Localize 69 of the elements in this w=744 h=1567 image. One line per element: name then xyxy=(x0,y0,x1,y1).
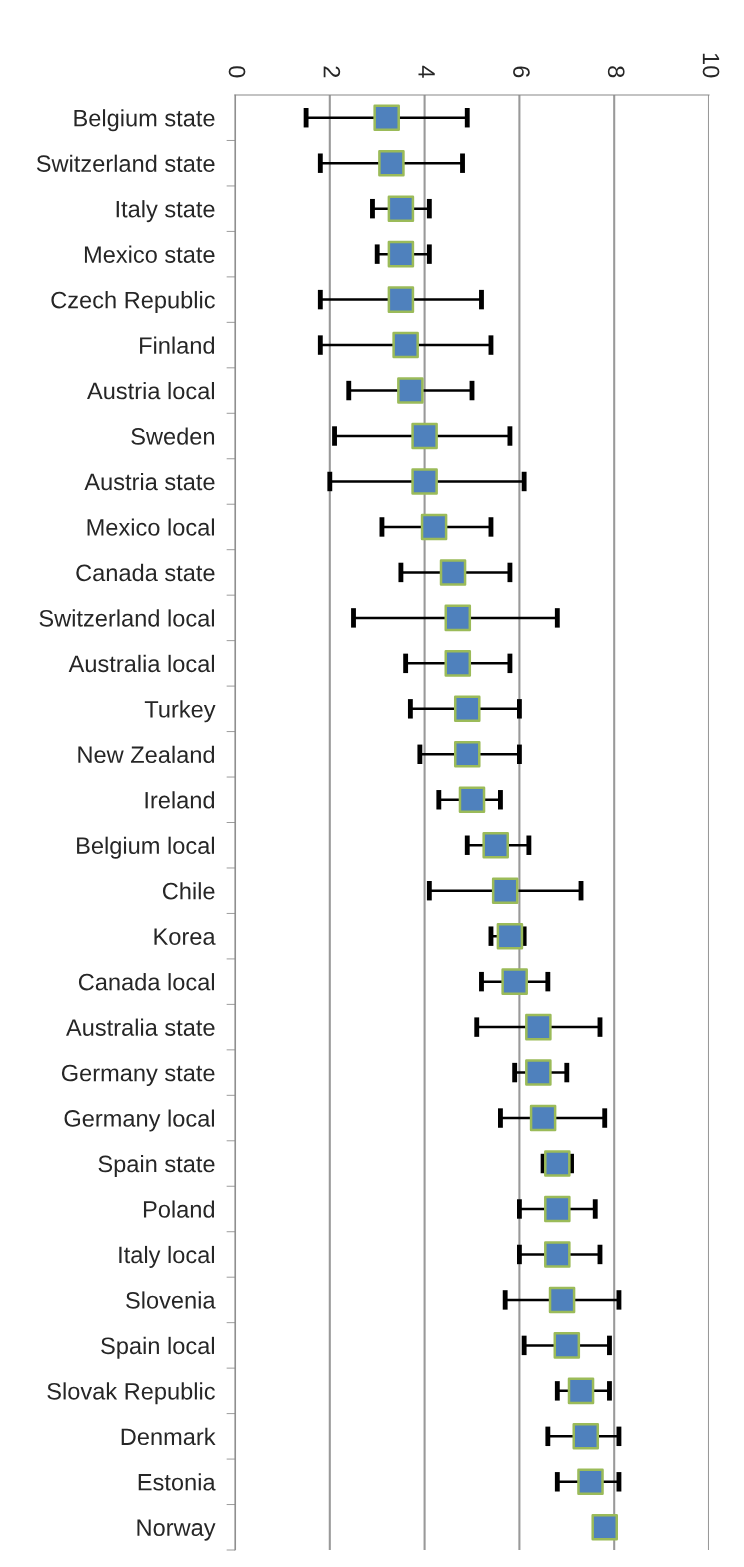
point xyxy=(572,1423,600,1450)
point xyxy=(411,468,438,495)
y-tick-label: Switzerland state xyxy=(36,154,215,172)
y-tick-label: Denmark xyxy=(121,1427,216,1446)
y-tick-label: Australia local xyxy=(68,654,214,673)
y-tick-label: Switzerland local xyxy=(39,609,214,627)
y-tick-label: Germany local xyxy=(64,1109,214,1132)
point xyxy=(453,695,481,723)
x-tick-label: 6 xyxy=(513,66,530,78)
point xyxy=(548,1286,576,1314)
y-tick-label: Canada state xyxy=(76,563,215,582)
y-tick-label: Ireland xyxy=(145,791,215,809)
y-tick-label: Italy local xyxy=(119,1245,214,1268)
point xyxy=(397,377,424,404)
y-tick-label: Italy state xyxy=(116,200,215,223)
point xyxy=(420,513,448,541)
point xyxy=(591,1513,618,1541)
point xyxy=(482,831,509,859)
x-tick-label: 8 xyxy=(607,66,625,78)
y-tick-label: Finland xyxy=(140,336,215,354)
point xyxy=(387,240,415,268)
y-tick-label: Austria local xyxy=(87,381,214,400)
point xyxy=(577,1468,604,1496)
point xyxy=(387,195,415,222)
point xyxy=(458,786,486,814)
y-tick-label: Canada local xyxy=(78,973,214,991)
y-tick-label: Germany state xyxy=(61,1064,215,1087)
y-tick-label: Austria state xyxy=(84,472,215,491)
y-tick-label: Spain local xyxy=(101,1336,214,1359)
x-tick-label: 0 xyxy=(228,66,246,78)
point xyxy=(567,1377,595,1405)
point xyxy=(378,149,405,177)
y-tick-label: Estonia xyxy=(138,1473,216,1491)
point xyxy=(444,650,472,677)
point xyxy=(544,1241,571,1268)
y-tick-label: Spain state xyxy=(98,1154,215,1177)
y-tick-label: Slovak Republic xyxy=(47,1382,215,1405)
point xyxy=(453,741,481,768)
point xyxy=(496,922,524,950)
y-tick-label: Australia state xyxy=(66,1018,215,1036)
y-tick-label: Slovenia xyxy=(126,1291,216,1309)
point xyxy=(525,1059,552,1086)
y-tick-label: Chile xyxy=(162,882,215,900)
y-tick-label: New Zealand xyxy=(78,745,215,764)
point xyxy=(544,1195,571,1223)
point xyxy=(392,331,419,359)
x-tick-label: 4 xyxy=(418,65,435,78)
y-tick-label: Mexico state xyxy=(84,245,215,263)
point xyxy=(373,104,400,132)
y-tick-label: Poland xyxy=(143,1200,215,1218)
point xyxy=(439,559,467,586)
x-tick-label: 2 xyxy=(323,66,341,78)
y-tick-label: Czech Republic xyxy=(51,291,215,314)
y-tick-label: Korea xyxy=(154,928,216,945)
point xyxy=(491,877,519,904)
y-tick-label: Norway xyxy=(137,1519,216,1541)
y-tick-label: Sweden xyxy=(131,427,215,445)
y-tick-label: Belgium state xyxy=(74,109,215,132)
point xyxy=(501,968,528,995)
point xyxy=(444,604,472,632)
y-tick-label: Turkey xyxy=(144,700,216,723)
x-tick-label: 10 xyxy=(702,53,720,78)
point xyxy=(553,1332,581,1359)
point xyxy=(525,1013,552,1041)
point xyxy=(529,1104,557,1132)
point xyxy=(411,422,438,450)
y-tick-label: Belgium local xyxy=(77,836,214,859)
y-tick-label: Mexico local xyxy=(87,518,214,536)
point xyxy=(387,286,415,313)
